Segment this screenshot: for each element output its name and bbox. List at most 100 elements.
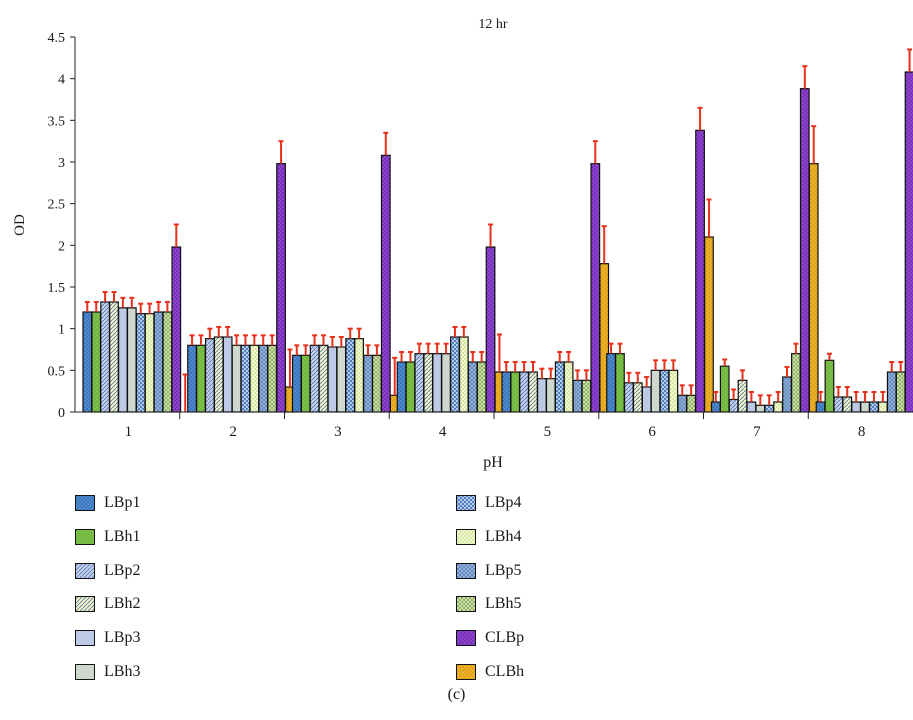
bar-LBp1-ph2 bbox=[187, 344, 197, 413]
legend-label: LBp5 bbox=[485, 561, 522, 579]
bar-LBp2-ph1 bbox=[100, 301, 111, 413]
bar-CLBp-ph2 bbox=[276, 163, 286, 413]
x-tick-label: 7 bbox=[753, 424, 761, 440]
bar-LBp3-ph4 bbox=[432, 353, 443, 413]
y-tick-label: 4 bbox=[58, 73, 65, 88]
bar-CLBp-ph5 bbox=[590, 163, 601, 413]
bar-LBh4-ph4 bbox=[458, 336, 469, 413]
bar-LBh4-ph6 bbox=[668, 369, 679, 413]
bar-LBp3-ph2 bbox=[222, 336, 233, 413]
legend-item-LBh5: LBh5 bbox=[456, 594, 521, 614]
legend-label: LBp3 bbox=[104, 629, 141, 647]
bar-LBh5-ph8 bbox=[895, 371, 906, 413]
x-tick-label: 3 bbox=[334, 424, 342, 440]
bar-LBh5-ph1 bbox=[162, 311, 173, 413]
legend-label: LBp4 bbox=[485, 494, 522, 511]
legend-label: CLBp bbox=[485, 629, 525, 647]
bar-LBh3-ph3 bbox=[336, 346, 347, 413]
error-bars-group bbox=[84, 48, 913, 412]
bar-LBh2-ph2 bbox=[213, 336, 224, 413]
bar-LBp1-ph5 bbox=[501, 371, 512, 413]
bar-LBh1-ph5 bbox=[510, 371, 521, 413]
bar-LBp3-ph7 bbox=[746, 401, 757, 413]
bar-LBp4-ph4 bbox=[450, 336, 460, 413]
bar-LBp1-ph6 bbox=[606, 353, 616, 413]
bar-LBh1-ph1 bbox=[91, 311, 102, 413]
bar-LBh3-ph8 bbox=[860, 401, 870, 413]
bar-CLBp-ph3 bbox=[380, 154, 391, 413]
y-tick-label: 3.5 bbox=[48, 114, 66, 129]
bar-LBh4-ph3 bbox=[354, 338, 364, 413]
bar-CLBp-ph8 bbox=[904, 71, 913, 413]
bar-LBh2-ph8 bbox=[842, 396, 853, 413]
bar-LBp3-ph6 bbox=[641, 386, 652, 413]
bar-LBp2-ph2 bbox=[204, 338, 215, 413]
bar-LBp5-ph6 bbox=[677, 394, 688, 413]
bar-LBh2-ph3 bbox=[318, 344, 329, 413]
bar-CLBp-ph6 bbox=[695, 129, 705, 413]
bar-CLBh-ph6 bbox=[704, 236, 714, 413]
bar-LBh1-ph8 bbox=[824, 359, 835, 413]
bar-CLBh-ph7 bbox=[808, 163, 819, 413]
y-tick-label: 1 bbox=[58, 323, 65, 338]
legend-item-CLBp: CLBp bbox=[456, 628, 524, 648]
bar-LBh2-ph5 bbox=[528, 371, 538, 413]
bar-LBp4-ph2 bbox=[240, 344, 251, 413]
x-tick-label: 1 bbox=[125, 424, 133, 440]
x-tick-label: 2 bbox=[229, 424, 237, 440]
legend-swatch bbox=[456, 562, 476, 579]
bar-LBp5-ph4 bbox=[467, 361, 478, 413]
bar-LBp5-ph5 bbox=[572, 379, 583, 413]
bar-CLBp-ph7 bbox=[799, 88, 810, 413]
figure-caption: (c) bbox=[447, 686, 466, 703]
bar-LBp4-ph8 bbox=[869, 401, 879, 413]
bar-LBp3-ph8 bbox=[851, 401, 862, 413]
bar-LBp1-ph1 bbox=[82, 311, 93, 413]
bar-LBp4-ph1 bbox=[135, 313, 146, 413]
legend-item-LBp2: LBp2 bbox=[75, 561, 140, 581]
bar-LBh4-ph1 bbox=[144, 313, 155, 413]
bar-LBp5-ph2 bbox=[258, 344, 269, 413]
bar-LBp4-ph5 bbox=[554, 361, 565, 413]
legend-label: LBp1 bbox=[104, 494, 141, 511]
bar-LBh4-ph7 bbox=[773, 401, 783, 413]
bar-LBp3-ph5 bbox=[536, 378, 547, 413]
chart-title: 12 hr bbox=[478, 17, 508, 32]
legend-label: LBh5 bbox=[485, 595, 522, 613]
legend-swatch bbox=[75, 495, 95, 511]
bar-LBh1-ph7 bbox=[719, 365, 730, 413]
x-tick-label: 4 bbox=[439, 424, 447, 440]
legend-label: LBp2 bbox=[104, 561, 141, 579]
bar-LBh2-ph7 bbox=[737, 379, 748, 413]
bar-LBh1-ph6 bbox=[615, 353, 625, 413]
legend-label: LBh1 bbox=[104, 527, 141, 545]
bar-LBh3-ph4 bbox=[441, 353, 451, 413]
legend-swatch bbox=[456, 495, 476, 511]
bar-LBh5-ph3 bbox=[372, 354, 382, 413]
legend-item-LBp3: LBp3 bbox=[75, 628, 140, 648]
bar-LBp2-ph4 bbox=[414, 353, 425, 413]
legend: LBp1 LBh1 LBp2 LBh2 LBp3 LBh3 LBp4 LBh4 LBp5 LBh5… bbox=[0, 493, 913, 680]
legend-item-CLBh: CLBh bbox=[456, 662, 524, 682]
bar-LBp1-ph8 bbox=[815, 401, 826, 413]
bar-LBp3-ph3 bbox=[327, 346, 338, 413]
bar-LBp4-ph6 bbox=[659, 369, 670, 413]
x-tick-label: 6 bbox=[648, 424, 656, 440]
bar-LBh1-ph3 bbox=[300, 354, 311, 413]
bar-LBh4-ph8 bbox=[877, 401, 888, 413]
bar-LBp1-ph4 bbox=[396, 361, 407, 413]
legend-item-LBh3: LBh3 bbox=[75, 662, 140, 682]
bar-LBp2-ph5 bbox=[519, 371, 529, 413]
bar-LBp3-ph1 bbox=[117, 307, 128, 413]
bar-LBh4-ph2 bbox=[249, 344, 260, 413]
bar-LBp2-ph8 bbox=[833, 396, 844, 413]
y-tick-label: 3 bbox=[58, 156, 65, 171]
bar-CLBp-ph4 bbox=[485, 246, 496, 413]
legend-item-LBp5: LBp5 bbox=[456, 561, 521, 581]
legend-swatch bbox=[75, 664, 95, 680]
y-tick-label: 4.5 bbox=[48, 31, 66, 46]
bar-LBh3-ph2 bbox=[231, 344, 242, 413]
y-tick-label: 0 bbox=[58, 406, 65, 421]
legend-swatch bbox=[75, 596, 95, 613]
bar-LBh1-ph4 bbox=[405, 361, 416, 413]
